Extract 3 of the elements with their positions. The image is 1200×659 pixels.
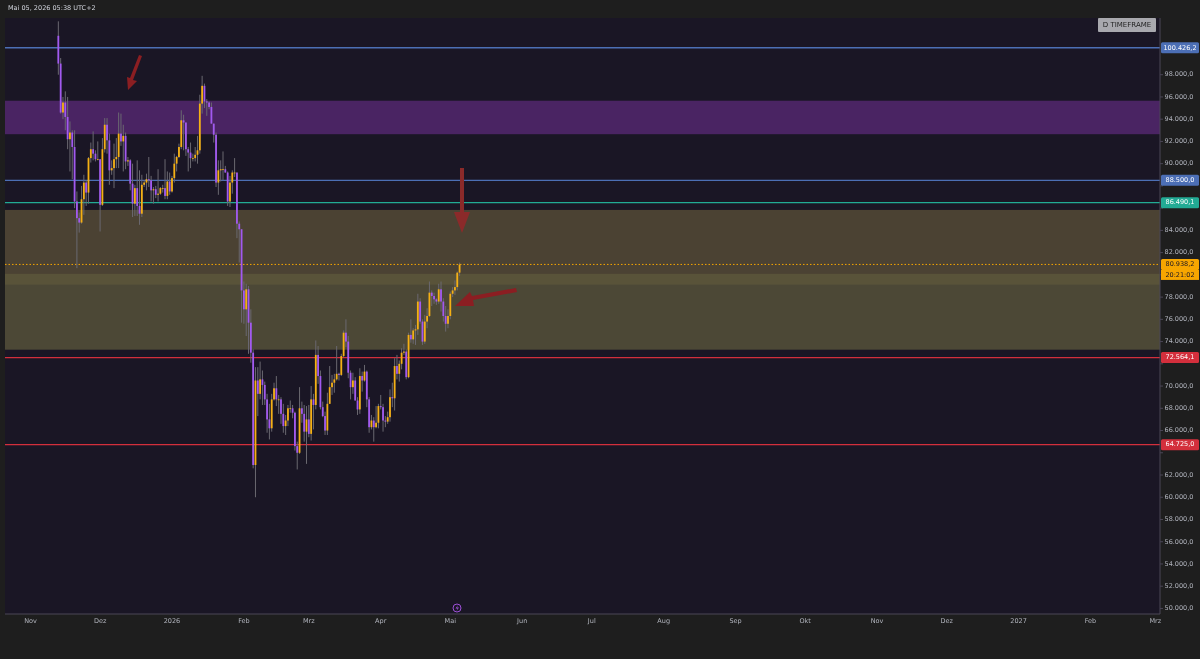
candlestick xyxy=(168,172,171,196)
candlestick xyxy=(393,357,396,412)
candlestick xyxy=(117,112,120,169)
